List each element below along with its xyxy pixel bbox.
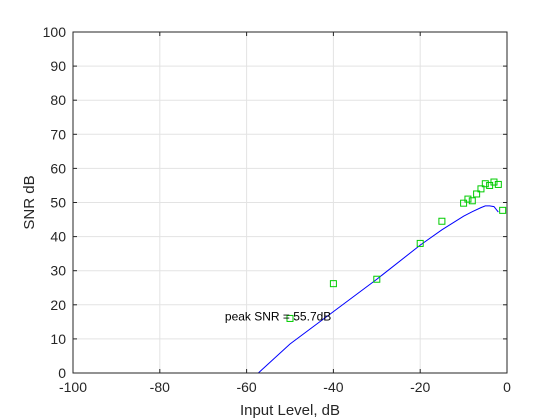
measured-point-marker [286,314,294,322]
y-tick-label: 40 [50,229,66,245]
axis-ticks: -100 -80 -60 -40 -20 0 0 10 20 30 40 50 60 70 80 90 100 [43,24,511,395]
annotations: peak SNR = 55.7dB [225,310,331,324]
y-tick-label: 30 [50,263,66,279]
x-tick-label: -100 [59,379,87,395]
y-tick-label: 0 [58,365,66,381]
measured-point-marker [490,178,498,186]
y-tick-label: 100 [43,24,67,40]
y-tick-label: 10 [50,331,66,347]
y-tick-label: 80 [50,92,66,108]
x-tick-label: -40 [323,379,343,395]
x-tick-label: -60 [236,379,256,395]
measured-point-marker [473,190,481,198]
y-tick-label: 20 [50,297,66,313]
y-tick-label: 60 [50,160,66,176]
plot-series [257,178,507,374]
peak-snr-annotation: peak SNR = 55.7dB [225,310,331,324]
measured-point-marker [481,180,489,188]
measured-point-marker [464,195,472,203]
x-tick-label: -20 [410,379,430,395]
y-tick-label: 70 [50,126,66,142]
measured-point-marker [438,217,446,225]
measured-point-marker [416,239,424,247]
measured-point-marker [373,275,381,283]
y-tick-label: 50 [50,195,66,211]
measured-point-marker [460,199,468,207]
y-tick-label: 90 [50,58,66,74]
y-axis-title: SNR dB [21,175,38,229]
x-tick-label: 0 [503,379,511,395]
measured-point-marker [494,180,502,188]
measured-point-marker [468,197,476,205]
snr-curve-line [257,205,499,374]
x-tick-label: -80 [150,379,170,395]
x-axis-title: Input Level, dB [240,402,340,419]
measured-point-marker [499,206,507,214]
grid [72,31,508,374]
measured-point-marker [329,280,337,288]
measured-point-marker [477,185,485,193]
